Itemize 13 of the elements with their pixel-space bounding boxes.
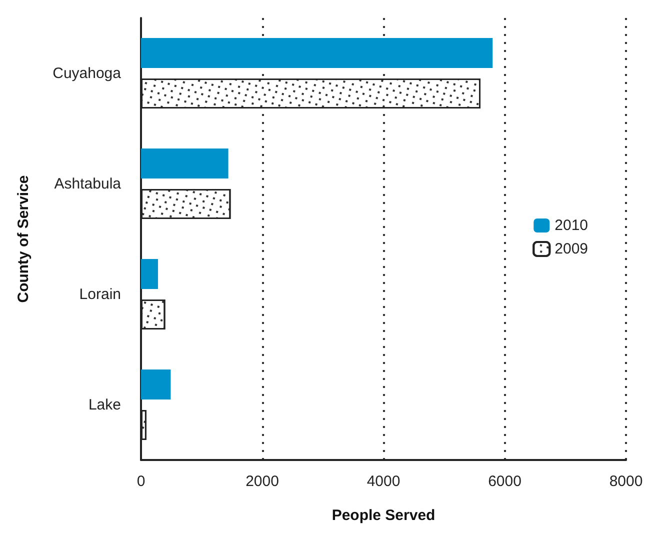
x-axis-title: People Served <box>332 507 436 524</box>
y-tick-label: Lake <box>88 396 121 414</box>
x-tick-label: 0 <box>136 473 146 490</box>
legend-label: 2010 <box>554 217 588 234</box>
legend-label: 2009 <box>554 240 588 258</box>
x-tick-label: 6000 <box>488 473 522 490</box>
y-tick-label: Ashtabula <box>54 175 122 192</box>
x-tick-label: 2000 <box>246 473 279 490</box>
x-tick-label: 8000 <box>609 473 643 490</box>
y-tick-label: Lorain <box>79 286 121 303</box>
y-axis-title: County of Service <box>15 175 32 303</box>
x-tick-label: 4000 <box>366 473 400 490</box>
y-tick-label: Cuyahoga <box>52 64 122 82</box>
